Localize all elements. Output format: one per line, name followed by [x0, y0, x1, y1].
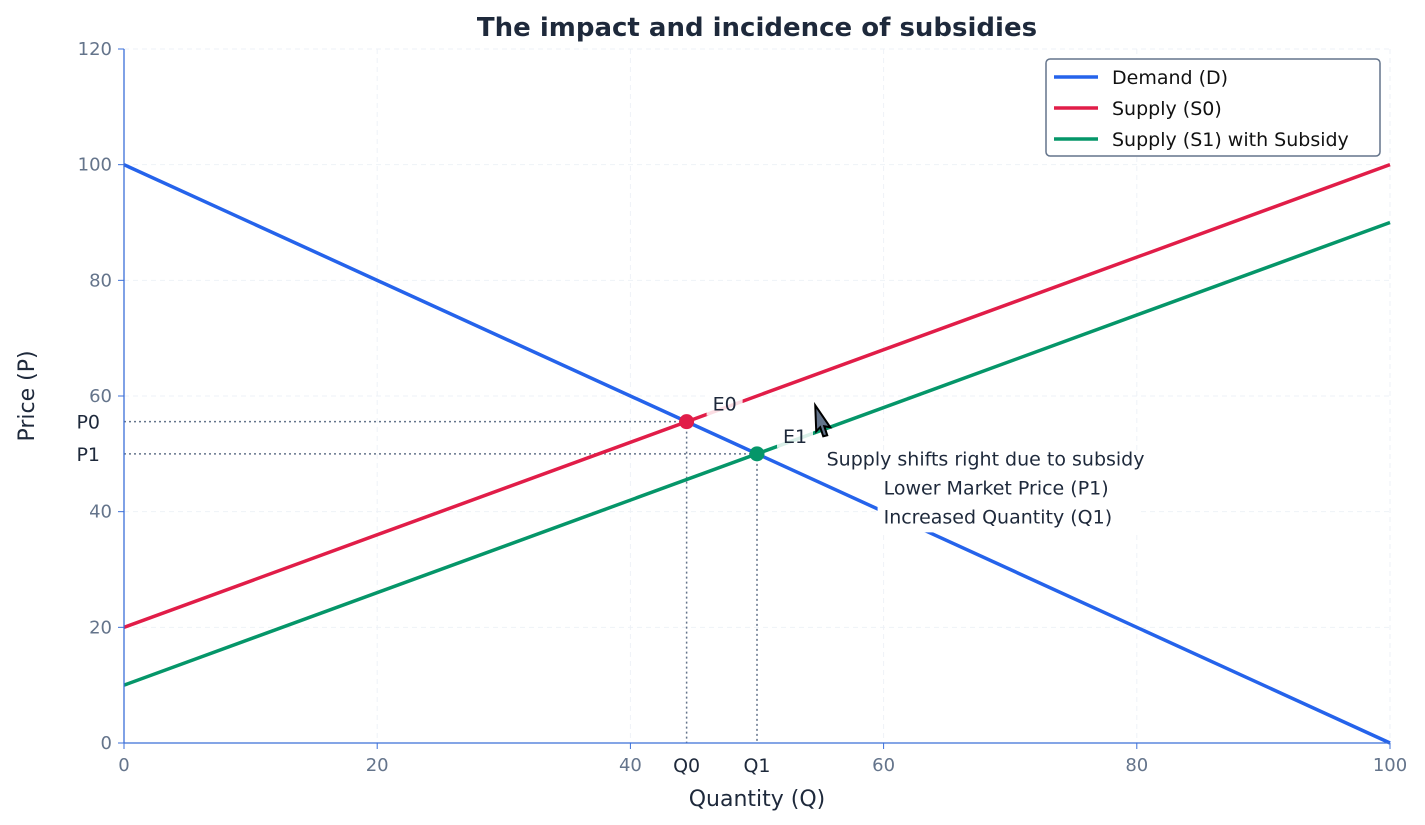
legend-box: [1045, 58, 1381, 157]
annotation-line: Increased Quantity (Q1): [884, 506, 1113, 528]
legend-label: Supply (S1) with Subsidy: [1112, 129, 1349, 151]
x-tick-label: 100: [1373, 755, 1407, 776]
x-axis-label: Quantity (Q): [689, 787, 826, 812]
y-axis-label: Price (P): [15, 350, 40, 441]
point-label-bg: [777, 423, 813, 448]
point-label: E0: [713, 394, 737, 416]
x-tick-label: 80: [1125, 755, 1148, 776]
equilibrium-point-E1: [749, 446, 765, 462]
y-tick-label: 60: [89, 386, 112, 407]
quantity-label: Q1: [743, 755, 770, 777]
annotation-text: Supply shifts right due to subsidy: [827, 449, 1145, 471]
point-label-bg: [706, 391, 743, 416]
y-tick-label: 80: [89, 270, 112, 291]
y-tick-label: 120: [78, 39, 112, 60]
legend-label: Supply (S0): [1112, 98, 1222, 120]
x-tick-label: 20: [366, 755, 389, 776]
point-label: E1: [783, 426, 807, 448]
equilibrium-point-E0: [679, 414, 695, 430]
y-tick-label: 20: [89, 617, 112, 638]
y-tick-label: 0: [101, 733, 112, 754]
annotation-line: Lower Market Price (P1): [884, 477, 1109, 499]
quantity-label: Q0: [673, 755, 700, 777]
x-tick-label: 0: [118, 755, 129, 776]
series-line-1: [123, 163, 1391, 629]
price-label: P0: [76, 412, 100, 434]
price-label: P1: [76, 444, 100, 466]
y-tick-label: 40: [89, 502, 112, 523]
legend-label: Demand (D): [1112, 67, 1228, 89]
x-tick-label: 60: [872, 755, 895, 776]
chart-title: The impact and incidence of subsidies: [477, 13, 1037, 43]
annotation-box: [877, 470, 1140, 533]
x-tick-label: 40: [619, 755, 642, 776]
y-tick-label: 100: [78, 155, 112, 176]
legend: Demand (D) Supply (S0) Supply (S1) with Su…: [1045, 58, 1381, 157]
arrow-icon: [814, 401, 833, 438]
